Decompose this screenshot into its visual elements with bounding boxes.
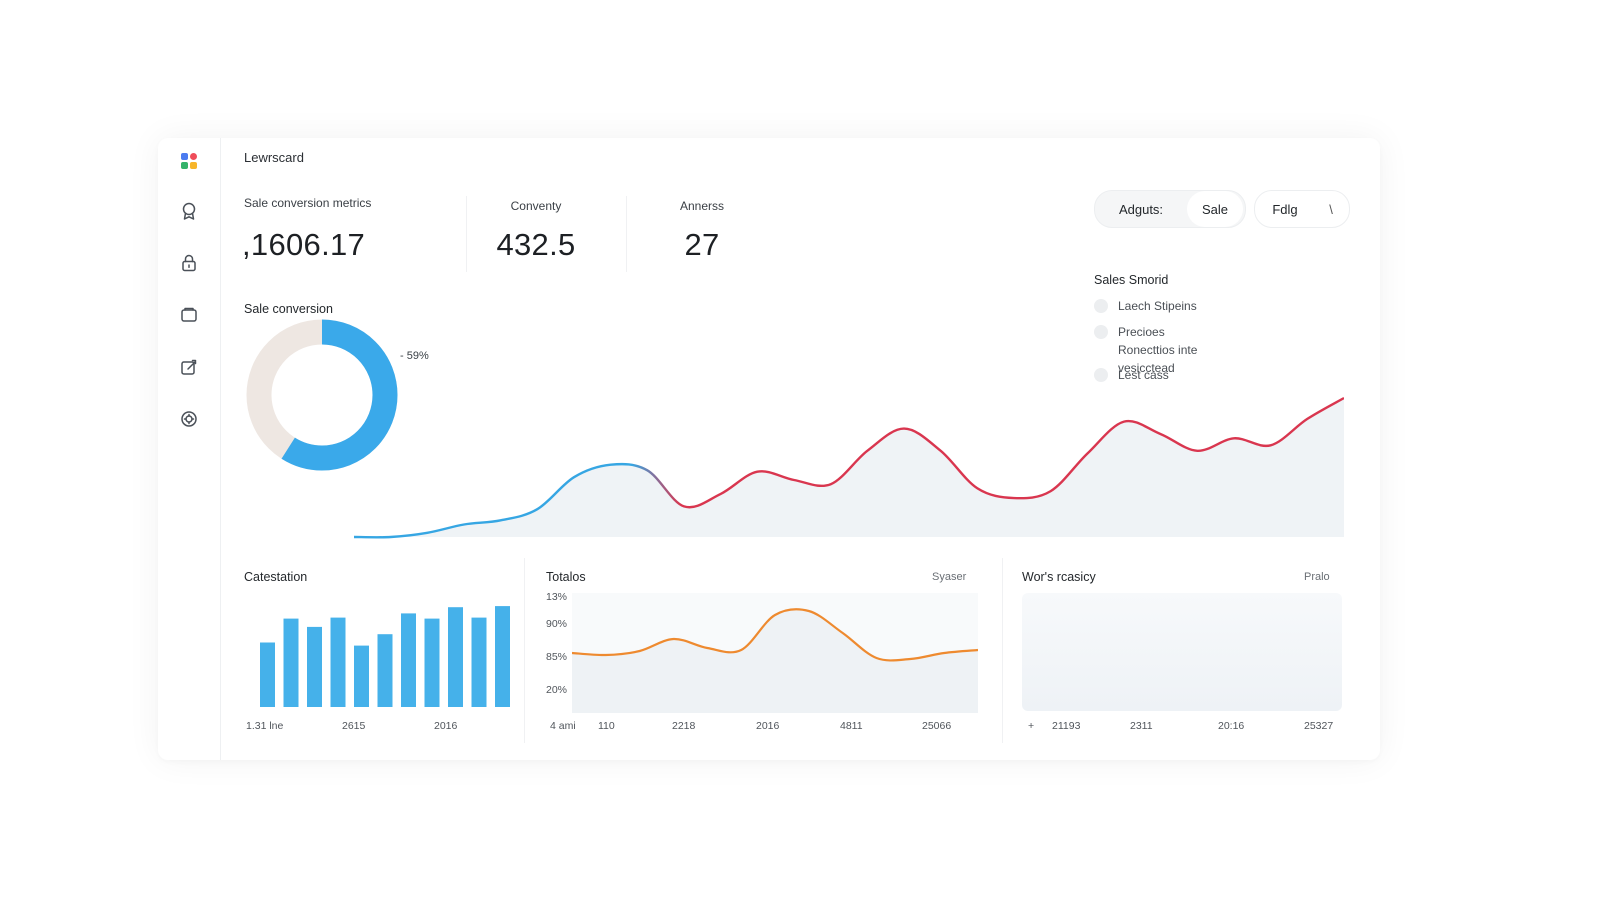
main-area-chart	[354, 396, 1344, 539]
dashboard-card: Lewrscard Sale conversion metrics ,1606.…	[158, 138, 1380, 760]
metric-value-annerss: 27	[684, 227, 720, 262]
bar-x-tick: 2016	[434, 720, 458, 732]
metric-label-conventy: Conventy	[510, 199, 562, 213]
metric-label-sales: Sale conversion metrics	[244, 196, 372, 210]
segmented-control: Adguts: Sale	[1094, 190, 1246, 228]
bar-x-tick: 1.31 lne	[246, 720, 284, 732]
donut-title: Sale conversion	[244, 302, 333, 316]
line-x-tick: 110	[598, 720, 615, 732]
panel-divider	[1002, 558, 1003, 743]
donut-percent-label: - 59%	[400, 350, 429, 362]
area-x-tick: 20:16	[1218, 720, 1245, 732]
bar	[330, 617, 346, 707]
bar	[471, 617, 487, 707]
area-x-tick: +	[1028, 720, 1035, 732]
donut-percent-text: - 59%	[400, 350, 429, 362]
filter-button[interactable]: Fdlg	[1272, 201, 1298, 217]
bar-panel-title: Catestation	[244, 570, 308, 584]
line-y-tick: 13%	[546, 591, 568, 603]
bar-x-tick: 2615	[342, 720, 366, 732]
donut-chart	[246, 319, 398, 471]
bar	[354, 645, 369, 707]
line-chart-series	[572, 608, 978, 662]
bar	[401, 613, 416, 707]
bar	[424, 618, 440, 707]
bar-chart	[260, 606, 510, 707]
line-chart-fill	[572, 609, 978, 713]
legend-dot	[1094, 368, 1108, 382]
area-x-tick: 2311	[1130, 720, 1153, 732]
edit-icon[interactable]	[178, 356, 200, 378]
line-x-tick: 4811	[840, 720, 863, 732]
badge-icon[interactable]	[178, 200, 200, 222]
legend-dot	[1094, 299, 1108, 313]
line-x-tick: 2016	[756, 720, 780, 732]
legend-item[interactable]: Laech Stipeins	[1094, 297, 1197, 315]
bar	[495, 606, 510, 707]
line-y-tick: 85%	[546, 651, 568, 663]
metric-label-annerss: Annerss	[679, 199, 725, 213]
panel-divider	[524, 558, 525, 743]
line-x-tick: 2218	[672, 720, 696, 732]
bar	[448, 607, 463, 707]
legend-label: Lest cass	[1118, 368, 1169, 382]
area-x-tick: 21193	[1052, 720, 1081, 732]
bar	[377, 634, 393, 707]
area-panel-plot	[1022, 593, 1342, 711]
line-y-tick: 90%	[546, 618, 568, 630]
legend-label: Laech Stipeins	[1118, 299, 1197, 313]
segment-sale[interactable]: Sale	[1187, 191, 1243, 227]
area-x-tick: 25327	[1304, 720, 1334, 732]
line-panel-filter[interactable]: Syaser	[932, 571, 967, 583]
area-panel-title: Wor's rcasicy	[1022, 570, 1096, 584]
app-title: Lewrscard	[244, 150, 304, 165]
metric-value-sales: ,1606.17	[242, 227, 366, 262]
metric-value-conventy: 432.5	[496, 227, 576, 262]
settings-icon[interactable]	[178, 408, 200, 430]
donut-slice-main	[246, 319, 398, 471]
metric-divider	[466, 196, 467, 272]
bar	[307, 626, 322, 707]
line-chart	[572, 593, 978, 713]
bar	[283, 618, 299, 707]
legend-title: Sales Smorid	[1094, 273, 1169, 287]
filter-control: Fdlg \	[1254, 190, 1350, 228]
legend-dot	[1094, 325, 1108, 339]
area-panel-filter[interactable]: Pralo	[1304, 571, 1330, 583]
line-x-tick: 4 ami	[550, 720, 576, 732]
metric-divider	[626, 196, 627, 272]
legend-label: Precioes Ronecttios inte vesicctead	[1118, 325, 1198, 375]
segment-adguts[interactable]: Adguts:	[1118, 201, 1164, 217]
bar	[260, 642, 275, 707]
line-x-tick: 25066	[922, 720, 952, 732]
lock-icon[interactable]	[178, 252, 200, 274]
line-panel-title: Totalos	[546, 570, 586, 584]
legend-item[interactable]: Precioes Ronecttios inte vesicctead	[1094, 323, 1214, 377]
main-area-fill	[354, 398, 1344, 538]
legend-item[interactable]: Lest cass	[1094, 366, 1169, 384]
sidebar	[158, 138, 221, 760]
more-button[interactable]: \	[1329, 201, 1333, 217]
line-y-tick: 20%	[546, 684, 568, 696]
logo-icon[interactable]	[180, 152, 198, 170]
folder-icon[interactable]	[178, 304, 200, 326]
main-area-line	[354, 396, 1344, 539]
